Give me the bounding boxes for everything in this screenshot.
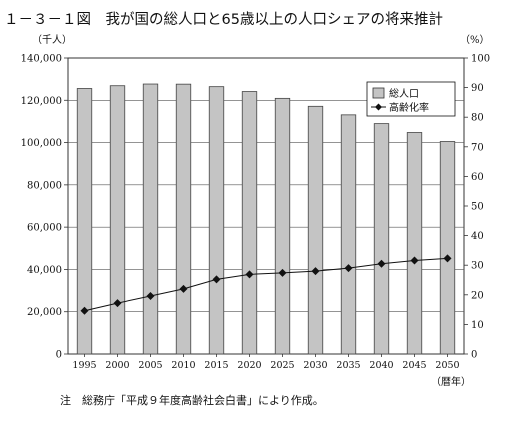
bar [142, 83, 159, 355]
left-tick-label: 0 [56, 350, 62, 361]
right-tick-label: 90 [471, 83, 484, 94]
right-tick-label: 70 [471, 142, 484, 153]
bar [373, 123, 390, 355]
x-tick-label: 2050 [435, 360, 459, 371]
bar [175, 83, 192, 355]
right-axis-unit: （%） [460, 34, 490, 46]
left-tick-label: 40,000 [27, 265, 62, 276]
legend: 総人口 高齢化率 [366, 81, 456, 117]
line-marker [377, 259, 386, 268]
left-tick-label: 20,000 [27, 307, 62, 318]
right-tick-label: 10 [471, 320, 484, 331]
x-axis-ticks: 1995 2000 2005 2010 2015 2020 2025 2030 2035 2040… [72, 354, 460, 371]
right-tick-label: 20 [471, 290, 484, 301]
left-axis-unit: （千人） [32, 34, 72, 46]
line-marker [113, 299, 122, 308]
left-tick-label: 100,000 [21, 138, 62, 149]
x-tick-label: 2020 [237, 360, 261, 371]
right-axis-ticks: 0 10 20 30 40 50 60 70 80 90 100 [464, 54, 490, 361]
x-tick-label: 2030 [303, 360, 327, 371]
x-tick-label: 2005 [138, 360, 162, 371]
line-marker [245, 270, 254, 279]
bar [109, 85, 126, 355]
bar [340, 114, 357, 355]
right-tick-label: 40 [471, 231, 484, 242]
line-path [84, 257, 448, 312]
right-tick-label: 0 [471, 350, 477, 361]
line-marker [80, 306, 89, 315]
left-tick-label: 60,000 [27, 223, 62, 234]
right-tick-label: 80 [471, 113, 484, 124]
right-tick-label: 60 [471, 172, 484, 183]
legend-bar-swatch [372, 87, 385, 99]
left-axis-ticks: 0 20,000 40,000 60,000 80,000 100,000 120,000 1… [21, 54, 68, 361]
x-tick-label: 2045 [402, 360, 426, 371]
line-marker [311, 267, 320, 276]
left-tick-label: 140,000 [21, 54, 62, 65]
x-tick-label: 2000 [105, 360, 129, 371]
bar [208, 86, 225, 355]
right-tick-label: 100 [471, 54, 490, 65]
source-note: 注 総務庁「平成９年度高齢社会白書」により作成。 [60, 393, 324, 407]
right-tick-label: 50 [471, 202, 484, 213]
x-tick-label: 2040 [369, 360, 393, 371]
legend-line-label: 高齢化率 [389, 101, 429, 114]
bar [274, 97, 291, 355]
x-axis-unit: （暦年） [431, 375, 471, 388]
grid-lines [68, 99, 464, 313]
chart-title: １－３－１図 我が国の総人口と65歳以上の人口シェアの将来推計 [4, 11, 443, 28]
line-marker [278, 268, 287, 277]
legend-bar-label: 総人口 [389, 87, 419, 100]
left-tick-label: 120,000 [21, 96, 62, 107]
x-tick-label: 2035 [336, 360, 360, 371]
bar [406, 132, 423, 355]
line-series [80, 254, 452, 315]
line-marker [410, 256, 419, 265]
line-marker [179, 284, 188, 293]
bar-series [76, 83, 456, 355]
x-tick-label: 2010 [171, 360, 195, 371]
left-tick-label: 80,000 [27, 180, 62, 191]
bar [307, 105, 324, 355]
line-marker [443, 254, 452, 263]
x-tick-label: 2025 [270, 360, 294, 371]
legend-marker [375, 103, 382, 111]
bar [241, 91, 258, 355]
x-tick-label: 1995 [72, 360, 96, 371]
line-marker [146, 291, 155, 300]
line-marker [212, 275, 221, 284]
x-tick-label: 2015 [204, 360, 228, 371]
right-tick-label: 30 [471, 261, 484, 272]
line-marker [344, 264, 353, 273]
bar [439, 141, 456, 355]
